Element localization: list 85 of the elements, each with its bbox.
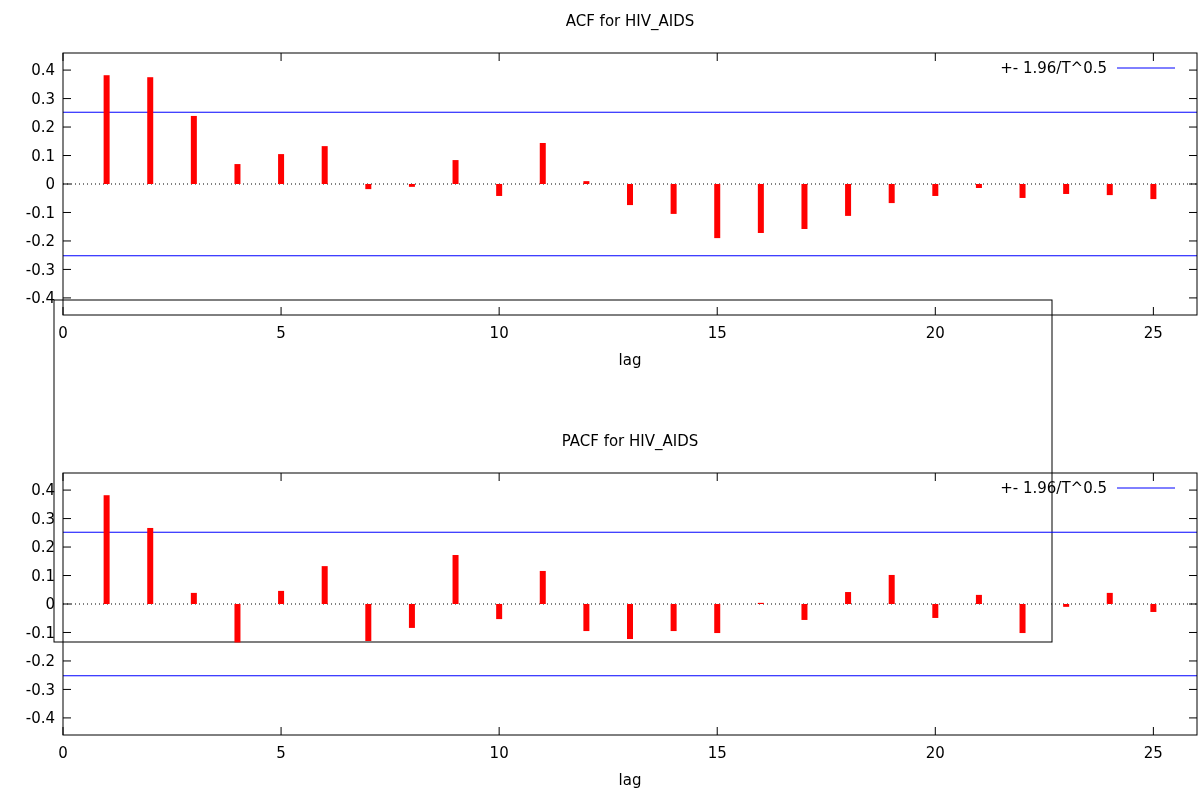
x-tick-label: 25 [1143, 324, 1163, 342]
bar [1019, 604, 1026, 634]
y-tick-label: 0 [45, 595, 55, 614]
x-axis-title: lag [618, 350, 642, 369]
bar [714, 184, 721, 239]
y-tick-label: 0.2 [31, 538, 55, 557]
bar [627, 184, 633, 206]
x-tick-label: 25 [1143, 744, 1163, 762]
chart-title: ACF for HIV_AIDS [565, 12, 695, 31]
x-tick-label: 0 [58, 744, 68, 762]
y-tick-label: -0.1 [25, 203, 55, 222]
bar [365, 604, 372, 642]
bar [845, 184, 852, 216]
y-tick-label: 0.4 [31, 481, 55, 500]
bar [452, 555, 459, 604]
y-tick-label: 0 [45, 175, 55, 194]
x-tick-label: 0 [58, 324, 68, 342]
bar [1150, 604, 1157, 612]
y-tick-label: -0.3 [25, 260, 55, 279]
bar [1106, 184, 1113, 196]
bar [845, 592, 852, 604]
bar [888, 184, 895, 204]
bar [932, 604, 939, 618]
y-tick-label: -0.3 [25, 680, 55, 699]
bar [234, 604, 241, 643]
y-tick-label: 0.1 [31, 146, 55, 165]
bar [757, 184, 764, 233]
y-tick-label: -0.2 [25, 232, 55, 251]
x-tick-label: 20 [925, 324, 945, 342]
bar [583, 181, 590, 184]
bar [496, 604, 503, 620]
x-tick-label: 10 [489, 744, 509, 762]
legend-label: +- 1.96/T^0.5 [1000, 59, 1107, 77]
bar [801, 184, 808, 229]
y-tick-label: 0.1 [31, 566, 55, 585]
y-tick-label: -0.2 [25, 652, 55, 671]
y-tick-label: -0.4 [25, 289, 55, 308]
bar [1019, 184, 1026, 198]
legend-label: +- 1.96/T^0.5 [1000, 479, 1107, 497]
bar [234, 164, 241, 184]
bar [408, 604, 415, 628]
y-tick-label: 0.4 [31, 61, 55, 80]
chart-title: PACF for HIV_AIDS [561, 432, 699, 451]
bar [190, 115, 197, 184]
x-tick-label: 15 [707, 324, 727, 342]
bar [627, 604, 633, 640]
bar [190, 592, 197, 604]
bar [1063, 184, 1070, 194]
x-axis-title: lag [618, 770, 642, 789]
bar [1106, 592, 1113, 604]
bar [452, 160, 459, 184]
bar [888, 574, 895, 604]
bar [496, 184, 503, 196]
bar [408, 184, 415, 187]
bar [1063, 604, 1070, 607]
bar [103, 495, 110, 604]
bar [1150, 184, 1157, 200]
bar [539, 142, 546, 184]
bar [147, 527, 154, 604]
bar [670, 184, 677, 214]
bar [278, 590, 285, 604]
y-tick-label: 0.3 [31, 89, 55, 108]
bar [975, 184, 982, 188]
y-tick-label: -0.1 [25, 623, 55, 642]
y-tick-label: 0.2 [31, 118, 55, 137]
bar [321, 566, 328, 604]
bar [714, 604, 721, 634]
bar [365, 184, 372, 190]
bar [801, 604, 808, 620]
y-tick-label: -0.4 [25, 709, 55, 728]
bar [321, 146, 328, 184]
y-tick-label: 0.3 [31, 509, 55, 528]
bar [539, 570, 546, 604]
bar [103, 75, 110, 184]
bar [278, 154, 285, 184]
bar [583, 604, 590, 632]
x-tick-label: 20 [925, 744, 945, 762]
bar [932, 184, 939, 196]
x-tick-label: 15 [707, 744, 727, 762]
x-tick-label: 5 [276, 324, 286, 342]
bar [975, 594, 982, 604]
bar [147, 77, 154, 184]
x-tick-label: 10 [489, 324, 509, 342]
x-tick-label: 5 [276, 744, 286, 762]
bar [670, 604, 677, 632]
